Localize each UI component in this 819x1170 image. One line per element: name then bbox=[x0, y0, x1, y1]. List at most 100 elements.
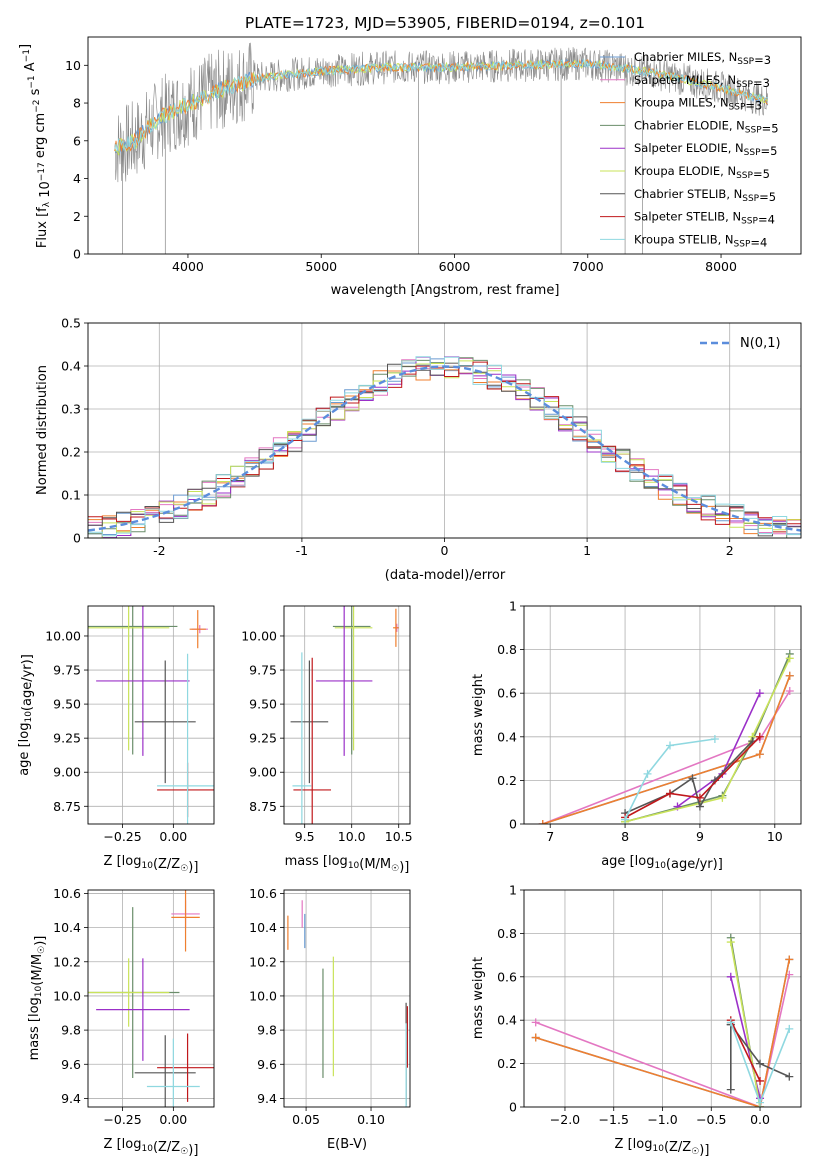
x-tick-label: -2 bbox=[153, 543, 165, 558]
spectrum-axes bbox=[84, 64, 722, 258]
x-tick-label: −0.25 bbox=[103, 1112, 141, 1127]
weight-point-marker bbox=[643, 769, 652, 778]
weight-point-marker bbox=[785, 671, 794, 680]
x-tick-label: 5000 bbox=[305, 259, 337, 274]
mass_vs_Z-ylabel: mass [log10(M/M☉)] bbox=[27, 936, 48, 1061]
weight-line bbox=[624, 738, 716, 820]
weight-point-marker bbox=[710, 734, 719, 743]
y-tick-label: 8.75 bbox=[53, 799, 81, 814]
x-tick-label: 2 bbox=[726, 543, 734, 558]
age_vs_Z-frame bbox=[87, 605, 215, 825]
y-tick-label: 9.25 bbox=[53, 731, 81, 746]
x-tick-label: −1.5 bbox=[599, 1112, 629, 1127]
mass_vs_Z-points bbox=[88, 890, 214, 1107]
weight-line bbox=[535, 959, 791, 1107]
y-tick-label: 0 bbox=[73, 531, 81, 546]
y-tick-label: 10.2 bbox=[53, 954, 81, 969]
y-tick-label: 0 bbox=[509, 1100, 517, 1115]
weight-line bbox=[624, 736, 761, 819]
weight-point-marker bbox=[756, 1098, 765, 1107]
y-tick-label: 9.8 bbox=[257, 1023, 277, 1038]
y-tick-label: 9.6 bbox=[61, 1057, 81, 1072]
x-tick-label: 9 bbox=[696, 829, 704, 844]
y-tick-label: 9.25 bbox=[249, 731, 277, 746]
y-tick-label: 0.4 bbox=[497, 1013, 517, 1028]
y-tick-label: 9.8 bbox=[61, 1023, 81, 1038]
x-tick-label: 10.5 bbox=[385, 829, 413, 844]
legend-label-7: Salpeter STELIB, NSSP=4 bbox=[634, 210, 775, 227]
age_vs_Z-xlabel: Z [log10(Z/Z☉)] bbox=[104, 854, 199, 875]
spectrum-series bbox=[114, 42, 769, 254]
mass_weight_vs_age-ylabel: mass weight bbox=[471, 674, 486, 756]
age_vs_mass-xlabel: mass [log10(M/M☉)] bbox=[285, 854, 410, 875]
weight-point-marker bbox=[531, 1018, 540, 1027]
y-tick-label: 0.2 bbox=[497, 773, 517, 788]
weight-point-marker bbox=[755, 750, 764, 759]
residual_histogram-frame bbox=[87, 322, 802, 539]
figure-title: PLATE=1723, MJD=53905, FIBERID=0194, z=0… bbox=[245, 14, 645, 32]
x-tick-label: 10.0 bbox=[338, 829, 366, 844]
y-tick-label: 9.00 bbox=[249, 765, 277, 780]
weight-point-marker bbox=[726, 1085, 735, 1094]
legend-label-2: Kroupa MILES, NSSP=3 bbox=[634, 96, 762, 113]
y-tick-label: 0.6 bbox=[497, 969, 517, 984]
y-tick-label: 10.0 bbox=[249, 988, 277, 1003]
age_vs_Z-axes bbox=[84, 606, 214, 828]
legend-label-4: Salpeter ELODIE, NSSP=5 bbox=[634, 141, 777, 158]
weight-point-marker bbox=[726, 1018, 735, 1027]
y-tick-label: 0.8 bbox=[497, 642, 517, 657]
y-tick-label: 10.6 bbox=[249, 886, 277, 901]
x-tick-label: -1 bbox=[296, 543, 308, 558]
x-tick-label: −0.25 bbox=[103, 829, 141, 844]
y-tick-label: 0.1 bbox=[61, 488, 81, 503]
histogram-step-line bbox=[88, 356, 801, 537]
y-tick-label: 1 bbox=[509, 599, 517, 614]
y-tick-label: 9.6 bbox=[257, 1057, 277, 1072]
legend-label-3: Chabrier ELODIE, NSSP=5 bbox=[634, 118, 779, 135]
mass_weight_vs_Z-series bbox=[531, 933, 794, 1107]
legend-label-6: Chabrier STELIB, NSSP=5 bbox=[634, 187, 776, 204]
weight-point-marker bbox=[688, 774, 697, 783]
x-tick-label: 8 bbox=[621, 829, 629, 844]
y-tick-label: 0 bbox=[73, 247, 81, 262]
mass_weight_vs_age-series bbox=[538, 649, 794, 824]
weight-point-marker bbox=[718, 793, 727, 802]
y-tick-label: 9.4 bbox=[257, 1091, 277, 1106]
weight-line bbox=[730, 941, 761, 1107]
mass_weight_vs_Z-ylabel: mass weight bbox=[471, 957, 486, 1039]
y-tick-label: 10.0 bbox=[53, 988, 81, 1003]
age_vs_mass-frame bbox=[283, 605, 411, 825]
x-tick-label: 4000 bbox=[172, 259, 204, 274]
x-tick-label: 10 bbox=[767, 829, 783, 844]
weight-point-marker bbox=[726, 972, 735, 981]
y-tick-label: 10.4 bbox=[249, 920, 277, 935]
x-tick-label: 0 bbox=[441, 543, 449, 558]
spectrum-xlabel: wavelength [Angstrom, rest frame] bbox=[331, 283, 560, 298]
y-tick-label: 2 bbox=[73, 209, 81, 224]
x-tick-label: 9.5 bbox=[295, 829, 315, 844]
histogram-xlabel: (data-model)/error bbox=[385, 568, 506, 583]
weight-point-marker bbox=[756, 1059, 765, 1068]
weight-point-marker bbox=[785, 1072, 794, 1081]
weight-line bbox=[624, 657, 791, 823]
y-tick-label: 1 bbox=[509, 883, 517, 898]
y-tick-label: 8.75 bbox=[249, 799, 277, 814]
weight-point-marker bbox=[726, 938, 735, 947]
weight-point-marker bbox=[755, 689, 764, 698]
weight-point-marker bbox=[695, 793, 704, 802]
legend-label-0: Chabrier MILES, NSSP=3 bbox=[634, 50, 771, 67]
y-tick-label: 10.6 bbox=[53, 886, 81, 901]
mass_vs_Z-xlabel: Z [log10(Z/Z☉)] bbox=[104, 1137, 199, 1158]
mass_weight_vs_Z-frame bbox=[523, 889, 802, 1108]
y-tick-label: 0.4 bbox=[497, 729, 517, 744]
weight-point-marker bbox=[665, 789, 674, 798]
y-tick-label: 9.00 bbox=[53, 765, 81, 780]
x-tick-label: 7 bbox=[546, 829, 554, 844]
weight-point-marker bbox=[695, 802, 704, 811]
age_vs_mass-points bbox=[290, 606, 399, 824]
weight-point-marker bbox=[785, 654, 794, 663]
weight-point-marker bbox=[755, 732, 764, 741]
y-tick-label: 0.6 bbox=[497, 686, 517, 701]
y-tick-label: 0.2 bbox=[497, 1056, 517, 1071]
